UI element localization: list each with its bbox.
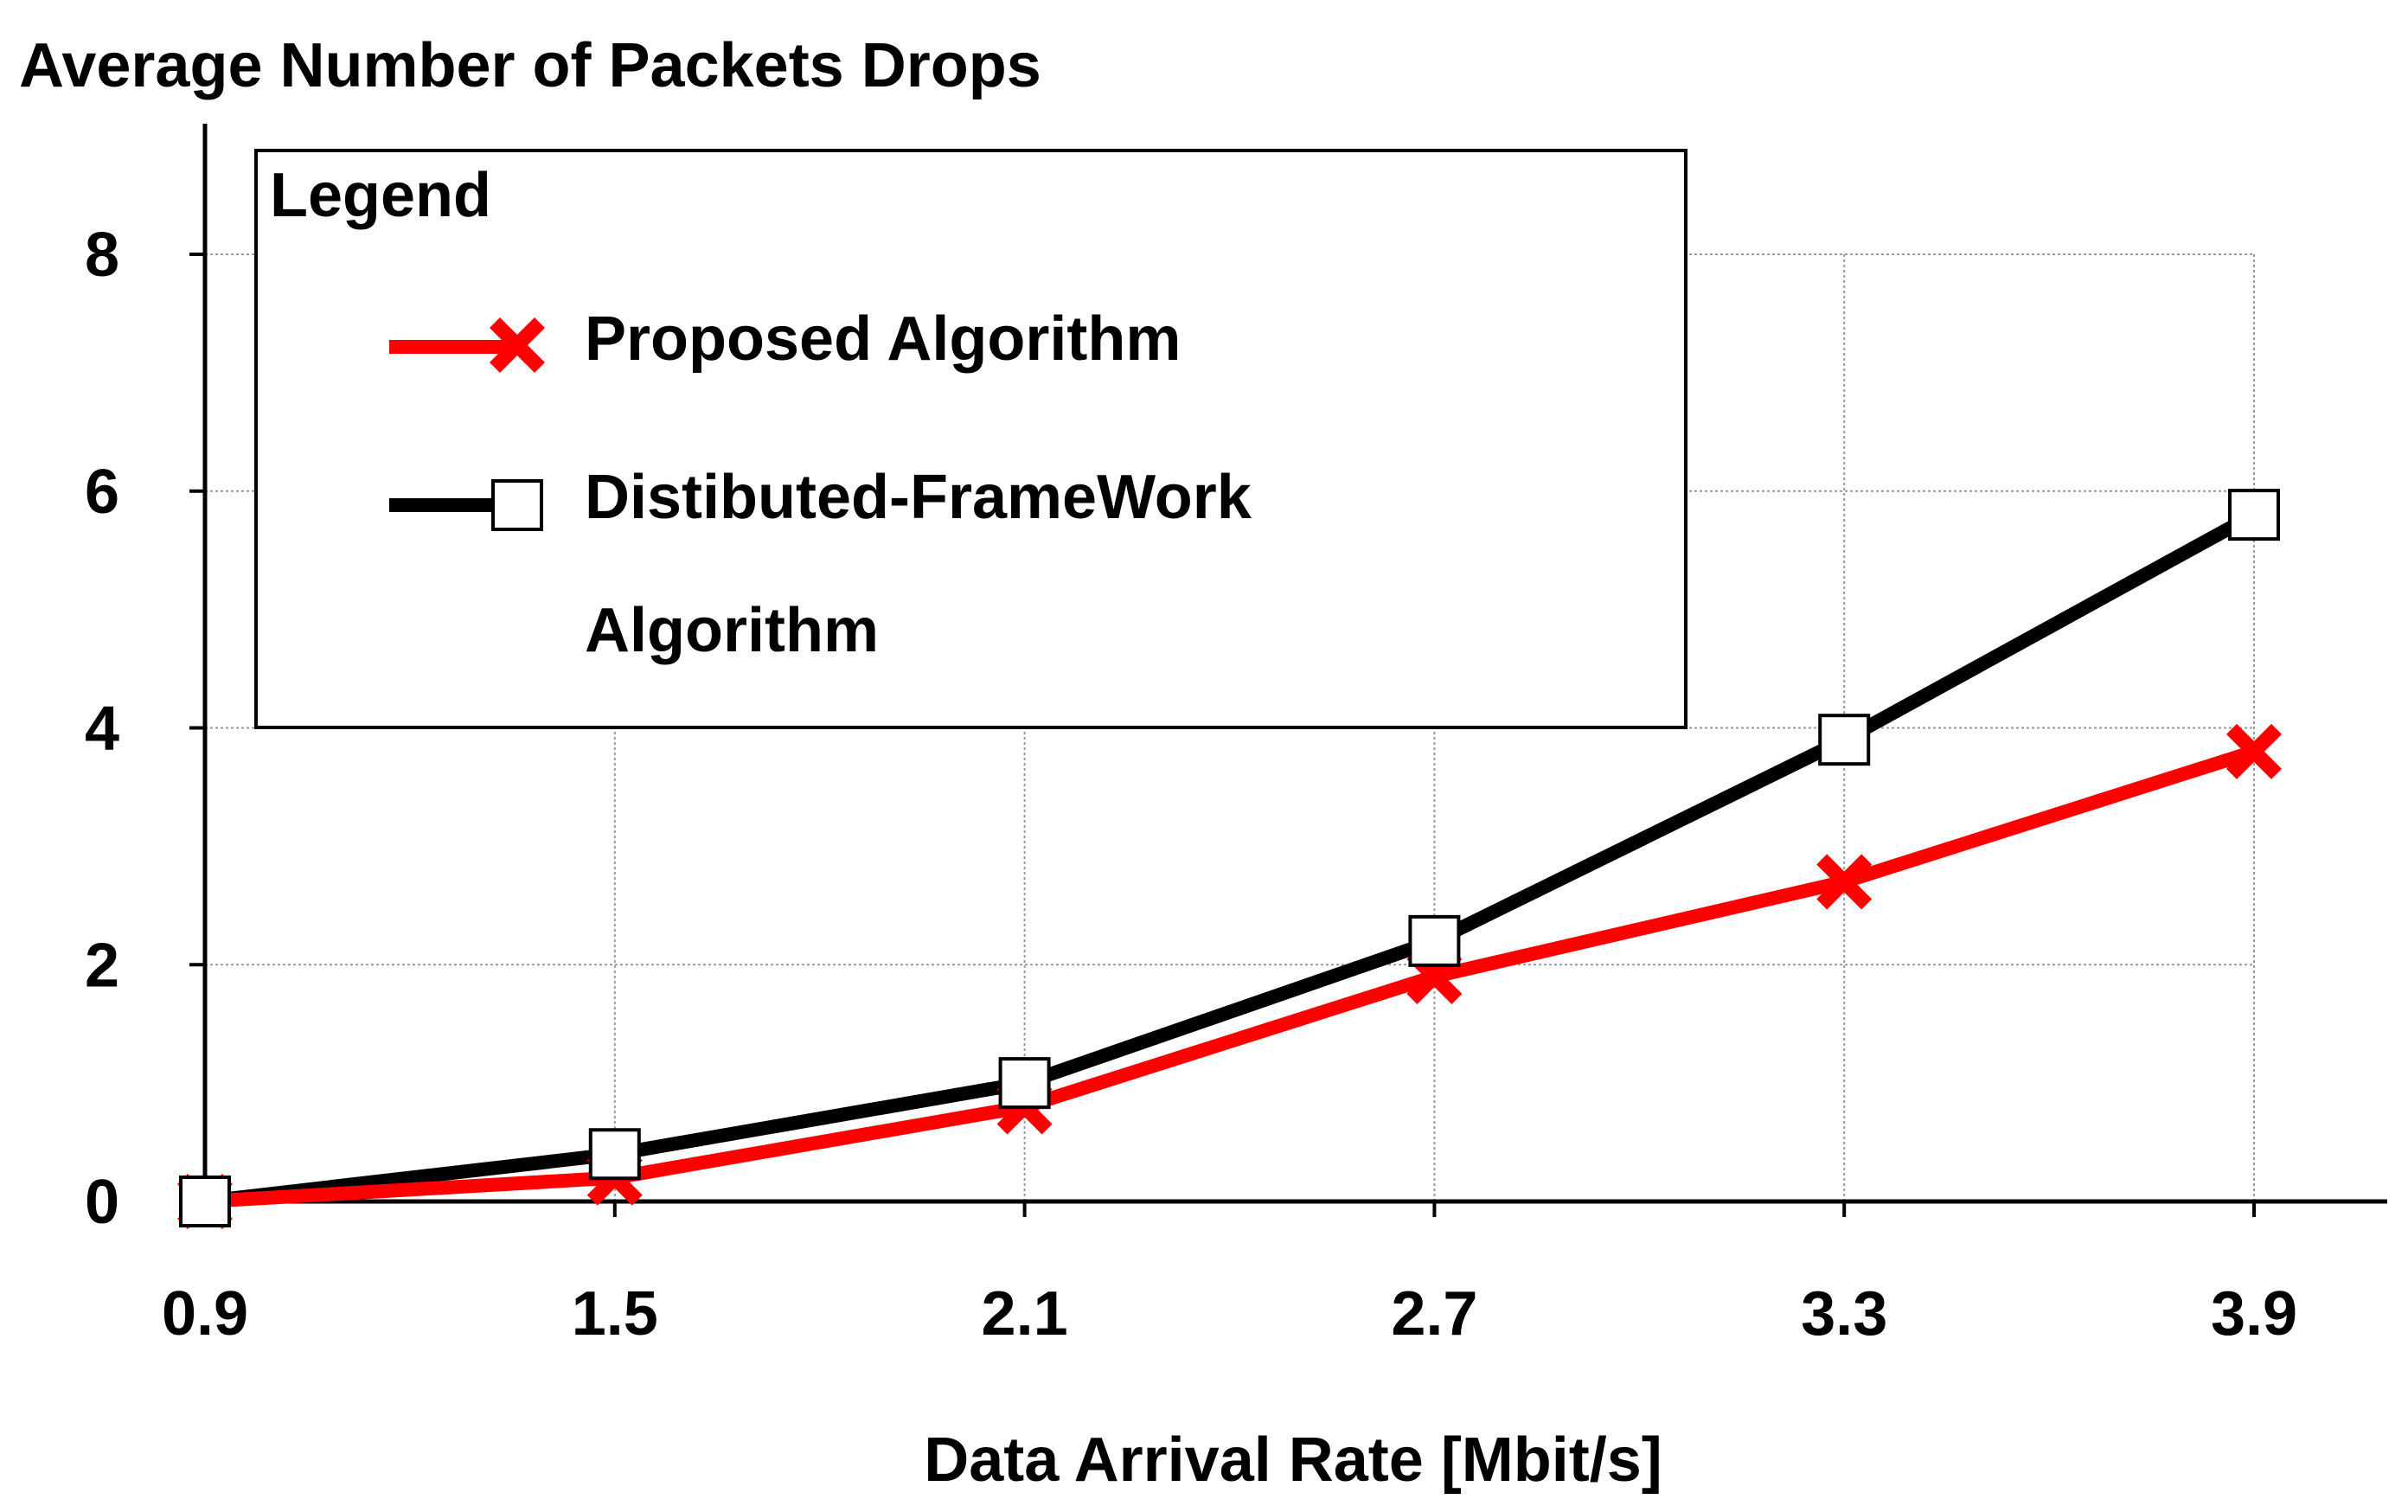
y-tick-label: 0 [85, 1168, 119, 1237]
x-marker-stroke [489, 317, 546, 374]
y-tick-label: 6 [85, 458, 119, 527]
data-point-proposed [1816, 854, 1873, 910]
data-point-distributed [998, 1057, 1051, 1110]
x-tick-label: 0.9 [162, 1279, 248, 1349]
axis-labels: Average Number of Packets Drops Data Arr… [19, 31, 1662, 1495]
x-marker-stroke [1816, 854, 1873, 910]
series-line-proposed [204, 745, 2257, 1208]
y-tick-label: 4 [85, 695, 119, 764]
legend-box [254, 149, 1688, 729]
legend-title: Legend [270, 161, 491, 230]
legend: Legend Proposed Algorithm Distibuted-Frame… [254, 149, 1688, 729]
legend-label-distributed: Distibuted-FrameWork [585, 463, 1252, 532]
x-marker-stroke [2225, 723, 2283, 779]
x-tick-label: 3.9 [2211, 1279, 2297, 1349]
axes: 0.9 1.5 2.1 2.7 3.3 3.9 0 2 4 6 8 [85, 124, 2387, 1349]
series-group [176, 489, 2283, 1230]
data-point-distributed [588, 1128, 641, 1181]
series-line-distributed [204, 509, 2258, 1208]
y-axis-title: Average Number of Packets Drops [19, 31, 1041, 100]
legend-label-distributed-cont: Algorithm [585, 596, 879, 665]
data-point-distributed [1408, 914, 1461, 967]
y-tick-label: 8 [85, 221, 119, 290]
data-point-distributed [179, 1176, 231, 1227]
data-point-proposed [2225, 723, 2283, 779]
legend-marker-distributed [491, 479, 543, 531]
data-point-distributed [2228, 489, 2280, 541]
x-axis-title: Data Arrival Rate [Mbit/s] [924, 1426, 1662, 1495]
data-point-distributed [1818, 714, 1871, 766]
y-tick-label: 2 [85, 931, 119, 1000]
x-tick-label: 3.3 [1801, 1279, 1887, 1349]
x-tick-label: 2.1 [982, 1279, 1068, 1349]
x-tick-label: 1.5 [572, 1279, 658, 1349]
x-tick-label: 2.7 [1391, 1279, 1477, 1349]
legend-marker-proposed [489, 317, 546, 374]
legend-label-proposed: Proposed Algorithm [585, 304, 1181, 374]
